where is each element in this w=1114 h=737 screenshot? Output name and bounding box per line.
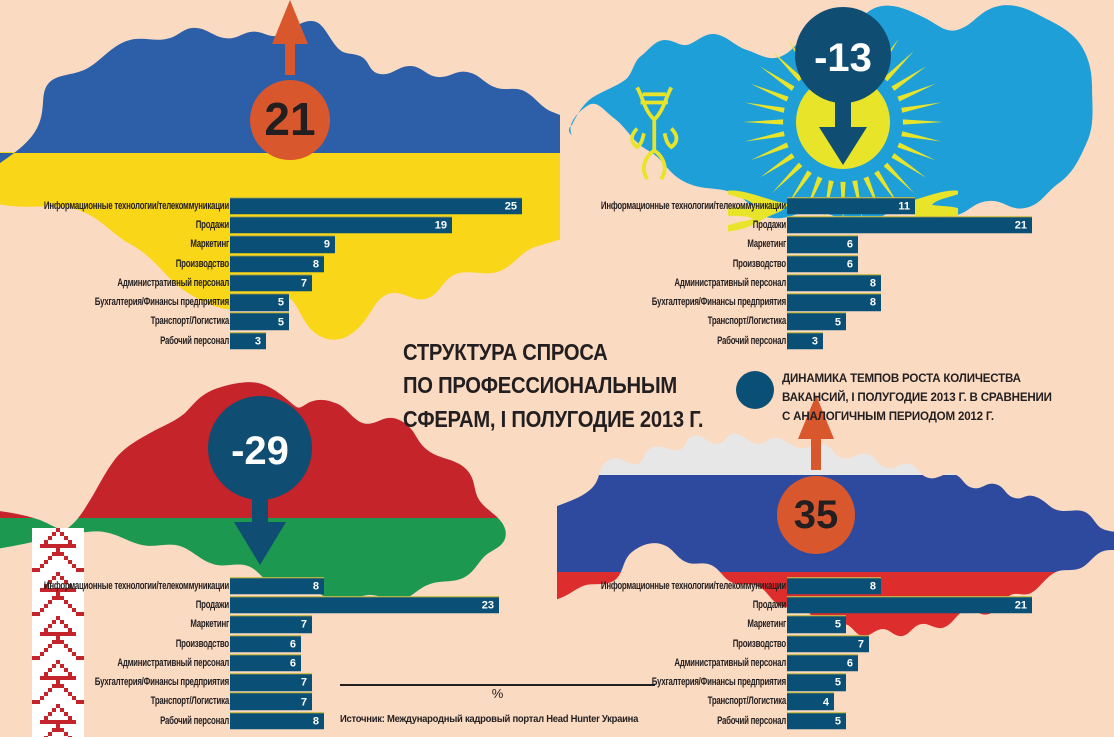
svg-text:21: 21 bbox=[264, 93, 315, 145]
svg-text:35: 35 bbox=[794, 493, 839, 537]
svg-text:-29: -29 bbox=[231, 429, 289, 473]
svg-text:-13: -13 bbox=[814, 36, 872, 80]
